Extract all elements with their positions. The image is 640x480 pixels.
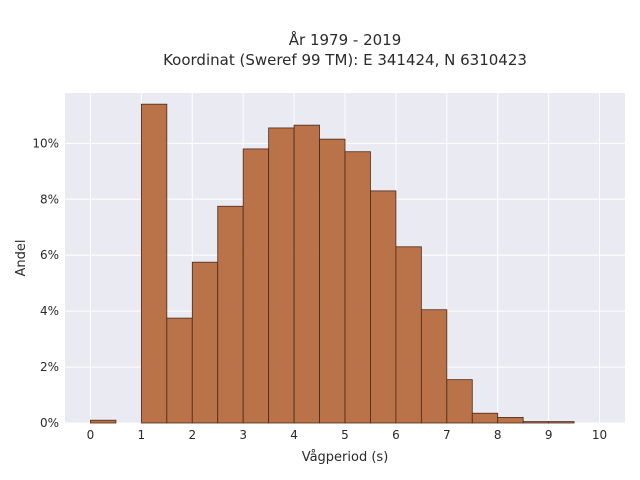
x-tick-label: 10	[592, 428, 607, 442]
histogram-bar	[140, 103, 168, 424]
histogram-bar	[293, 124, 320, 424]
x-tick-label: 6	[392, 428, 400, 442]
histogram-bar	[395, 246, 422, 424]
x-tick-label: 0	[87, 428, 95, 442]
x-axis-label: Vågperiod (s)	[302, 450, 389, 465]
y-tick-label: 10%	[32, 136, 59, 150]
y-tick-label: 6%	[40, 248, 59, 262]
histogram-bar	[166, 317, 193, 424]
histogram-bar	[522, 421, 550, 424]
chart-subtitle: Koordinat (Sweref 99 TM): E 341424, N 63…	[163, 51, 527, 69]
x-tick-label: 3	[239, 428, 247, 442]
x-tick-label: 9	[545, 428, 553, 442]
histogram-bar	[420, 309, 448, 424]
y-axis-label: Andel	[14, 240, 29, 277]
histogram-bar	[446, 379, 473, 424]
y-tick-label: 2%	[40, 360, 59, 374]
y-tick-label: 0%	[40, 416, 59, 430]
histogram-bar	[191, 261, 219, 424]
x-axis-ticks: 0 1 2 3 4 5 6 7 8 9 10	[87, 428, 608, 442]
y-tick-label: 4%	[40, 304, 59, 318]
histogram-bar	[268, 127, 295, 424]
histogram-bar	[471, 412, 499, 424]
histogram-bar	[319, 138, 346, 424]
x-tick-label: 5	[341, 428, 349, 442]
bars-group	[90, 103, 575, 424]
x-tick-label: 1	[138, 428, 146, 442]
histogram-bar	[548, 421, 575, 424]
y-axis-ticks: 0% 2% 4% 6% 8% 10%	[32, 136, 59, 430]
histogram-bar	[217, 205, 244, 424]
y-tick-label: 8%	[40, 192, 59, 206]
histogram-bar	[497, 417, 524, 424]
x-tick-label: 2	[188, 428, 196, 442]
x-tick-label: 4	[290, 428, 298, 442]
chart-title: År 1979 - 2019	[289, 30, 402, 49]
histogram-bar	[90, 419, 117, 424]
histogram-bar	[370, 190, 397, 424]
histogram-bar	[344, 151, 371, 424]
x-tick-label: 8	[494, 428, 502, 442]
x-tick-label: 7	[443, 428, 451, 442]
histogram-bar	[242, 148, 270, 424]
